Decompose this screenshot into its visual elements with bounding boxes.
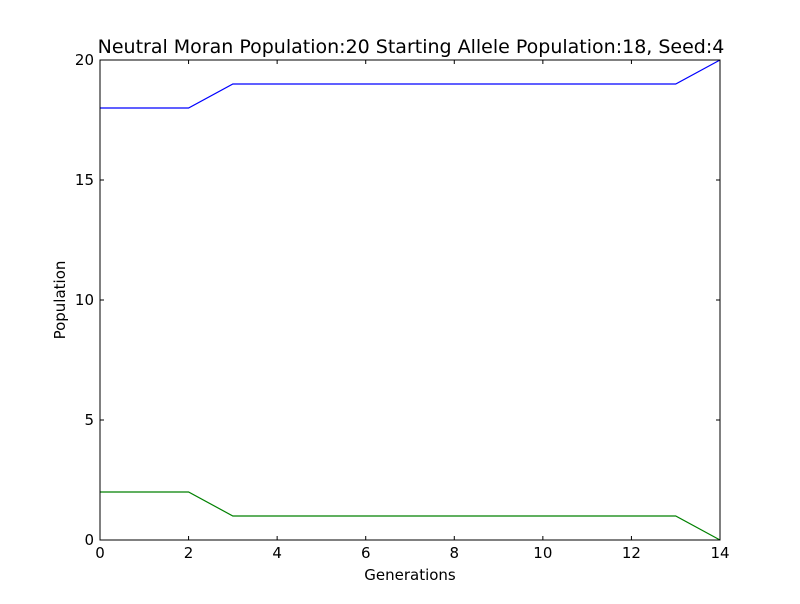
series-line-2 [100,491,721,541]
x-tick-label: 6 [361,544,371,562]
plot-background [100,60,720,540]
plot-area [100,60,720,540]
y-tick-label: 0 [84,531,94,549]
x-axis-label: Generations [364,566,456,584]
x-tick-label: 4 [272,544,282,562]
x-tick-label: 14 [710,544,729,562]
x-tick-label: 12 [622,544,641,562]
x-tick-label: 2 [184,544,194,562]
axes: 0 2 4 6 8 10 12 14 0 5 10 15 20 [75,51,730,562]
y-tick-label: 10 [75,291,94,309]
chart-title: Neutral Moran Population:20 Starting All… [98,36,725,58]
series-layer [100,59,721,541]
x-tick-label: 10 [533,544,552,562]
y-axis-label: Population [51,261,69,340]
series-line-1 [100,59,721,109]
x-tick-label: 0 [95,544,105,562]
y-tick-label: 5 [84,411,94,429]
x-tick-label: 8 [450,544,460,562]
y-tick-label: 20 [75,51,94,69]
y-tick-label: 15 [75,171,94,189]
